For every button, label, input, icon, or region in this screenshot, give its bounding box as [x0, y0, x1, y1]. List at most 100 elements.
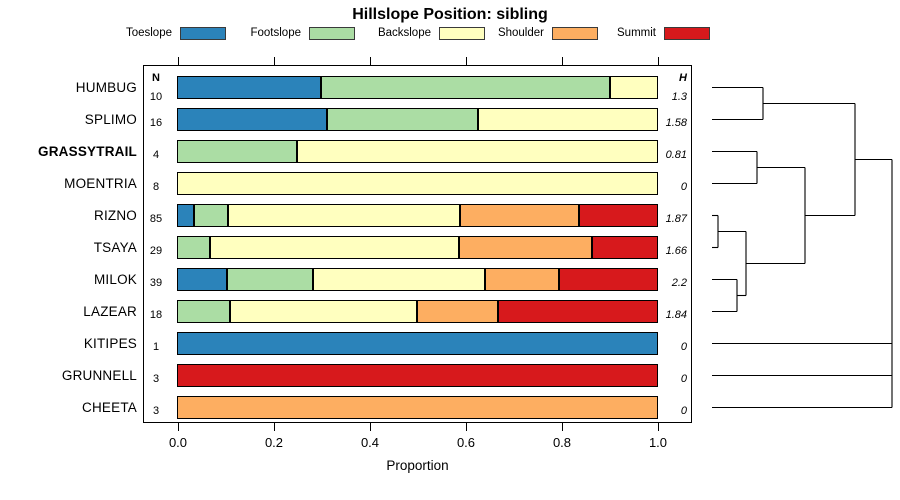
x-axis-tick-label: 0.2 [264, 435, 284, 450]
row-label-tsaya: TSAYA [93, 239, 137, 255]
bar-segment-toeslope [177, 332, 658, 355]
row-label-lazear: LAZEAR [83, 303, 137, 319]
row-n-value: 16 [149, 116, 163, 129]
row-h-value: 1.87 [665, 212, 687, 225]
bar-segment-shoulder [177, 396, 658, 419]
row-label-rizno: RIZNO [94, 207, 137, 223]
x-axis-tick-bottom [178, 423, 180, 431]
row-h-value: 0 [680, 180, 687, 193]
legend-label: Toeslope [125, 27, 172, 39]
bar-segment-summit [578, 204, 658, 227]
legend-item-toeslope: Toeslope [126, 27, 226, 40]
row-label-cheeta: CHEETA [82, 399, 137, 415]
bar-segment-backslope [312, 268, 486, 291]
x-axis-tick-label: 0.6 [456, 435, 476, 450]
x-axis-tick-label: 0.4 [360, 435, 380, 450]
row-h-value: 1.3 [671, 90, 687, 103]
chart-title: Hillslope Position: sibling [352, 6, 548, 23]
x-axis-tick-label: 0.8 [552, 435, 572, 450]
row-h-value: 1.66 [665, 244, 687, 257]
row-h-value: 0 [680, 404, 687, 417]
bar-segment-footslope [177, 300, 231, 323]
bar-segment-toeslope [177, 108, 328, 131]
bar-segment-footslope [177, 236, 211, 259]
x-axis-tick-bottom [274, 423, 276, 431]
bar-segment-shoulder [485, 268, 560, 291]
row-h-value: 1.58 [665, 116, 687, 129]
bar-segment-footslope [226, 268, 313, 291]
x-axis-tick-label: 1.0 [648, 435, 668, 450]
row-label-humbug: HUMBUG [75, 79, 137, 95]
bar-segment-backslope [177, 172, 658, 195]
x-axis-tick-top [274, 57, 276, 65]
row-label-moentria: MOENTRIA [64, 175, 137, 191]
bar-segment-toeslope [177, 204, 194, 227]
row-label-splimo: SPLIMO [84, 111, 137, 127]
bar-segment-footslope [193, 204, 228, 227]
row-label-milok: MILOK [93, 271, 137, 287]
x-axis-tick-bottom [370, 423, 372, 431]
legend-label: Backslope [377, 27, 431, 39]
bar-segment-shoulder [417, 300, 498, 323]
stacked-bar-milok [177, 268, 658, 291]
x-axis-tick-top [466, 57, 468, 65]
legend-color-swatch [180, 27, 226, 40]
row-n-value: 3 [152, 404, 160, 417]
x-axis-tick-bottom [658, 423, 660, 431]
bar-segment-shoulder [458, 236, 592, 259]
stacked-bar-moentria [177, 172, 658, 195]
legend-color-swatch [309, 27, 355, 40]
h-column-header: H [679, 72, 687, 84]
stacked-bar-kitipes [177, 332, 658, 355]
row-n-value: 3 [152, 372, 160, 385]
legend-label: Shoulder [497, 27, 544, 39]
bar-segment-footslope [177, 140, 298, 163]
bar-segment-footslope [327, 108, 478, 131]
stacked-bar-splimo [177, 108, 658, 131]
row-n-value: 18 [149, 308, 163, 321]
stacked-bar-grassytrail [177, 140, 658, 163]
x-axis-tick-label: 0.0 [168, 435, 188, 450]
x-axis-tick-top [562, 57, 564, 65]
stacked-bar-grunnell [177, 364, 658, 387]
stacked-bar-lazear [177, 300, 658, 323]
legend-label: Footslope [250, 27, 301, 39]
x-axis-tick-bottom [562, 423, 564, 431]
plot-frame [143, 65, 692, 423]
stacked-bar-humbug [177, 76, 658, 99]
bar-segment-backslope [230, 300, 418, 323]
row-label-grunnell: GRUNNELL [61, 367, 137, 383]
row-n-value: 1 [152, 340, 160, 353]
bar-segment-summit [497, 300, 658, 323]
row-label-grassytrail: GRASSYTRAIL [38, 143, 137, 159]
legend-item-footslope: Footslope [250, 27, 355, 40]
row-h-value: 0 [680, 340, 687, 353]
row-n-value: 8 [152, 180, 160, 193]
bar-segment-footslope [321, 76, 610, 99]
row-n-value: 4 [152, 148, 160, 161]
bar-segment-backslope [227, 204, 460, 227]
bar-segment-toeslope [177, 76, 322, 99]
bar-segment-backslope [609, 76, 658, 99]
x-axis-tick-top [658, 57, 660, 65]
row-h-value: 0.81 [665, 148, 687, 161]
legend-item-backslope: Backslope [378, 27, 485, 40]
x-axis-tick-bottom [466, 423, 468, 431]
x-axis-title: Proportion [386, 458, 449, 473]
row-h-value: 2.2 [671, 276, 687, 289]
bar-segment-summit [591, 236, 658, 259]
chart-legend: Toeslope Footslope Backslope Shoulder Summit [0, 0, 900, 46]
stacked-bar-rizno [177, 204, 658, 227]
n-column-header: N [152, 72, 160, 84]
x-axis-tick-top [370, 57, 372, 65]
legend-item-shoulder: Shoulder [498, 27, 598, 40]
row-n-value: 29 [149, 244, 163, 257]
bar-segment-summit [559, 268, 658, 291]
row-label-kitipes: KITIPES [83, 335, 137, 351]
bar-segment-shoulder [459, 204, 579, 227]
bar-segment-backslope [210, 236, 459, 259]
bar-segment-summit [177, 364, 658, 387]
bar-segment-backslope [297, 140, 658, 163]
